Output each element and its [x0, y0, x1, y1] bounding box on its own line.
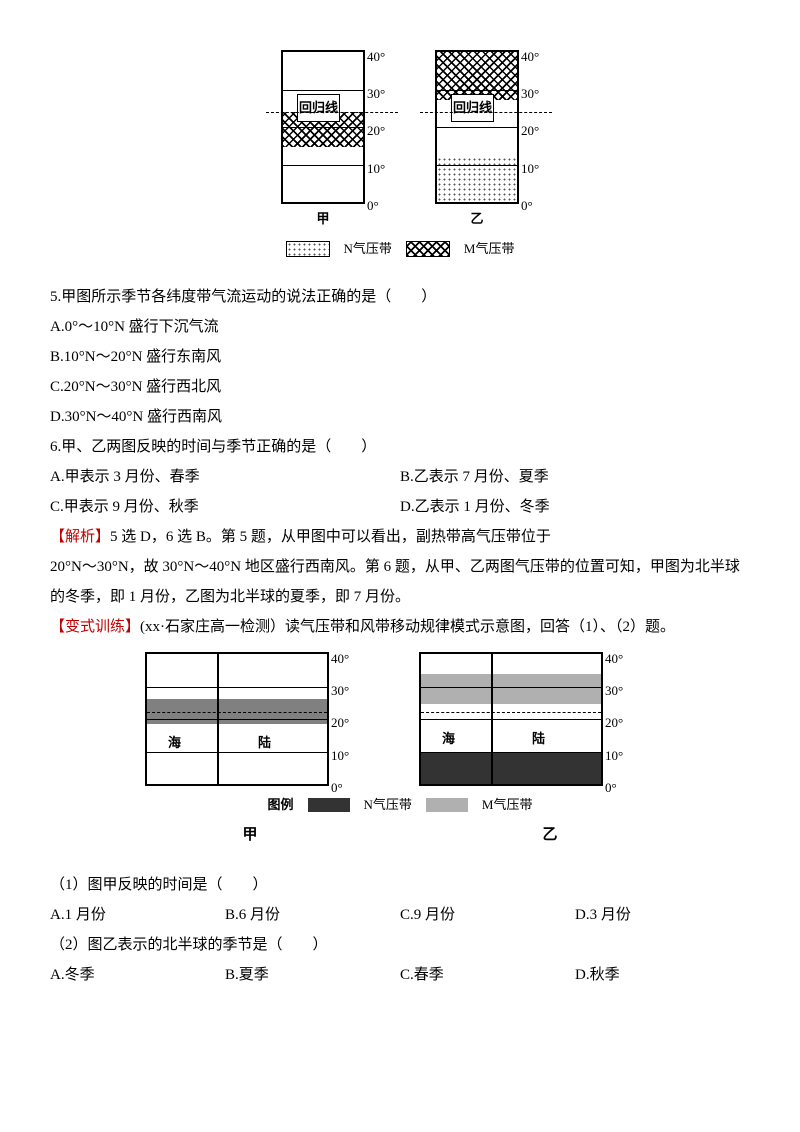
diagram2-left-box: 海 陆	[145, 652, 329, 786]
legend-swatch-n-icon	[286, 241, 330, 257]
question-6-row2: C.甲表示 9 月份、秋季 D.乙表示 1 月份、冬季	[50, 492, 750, 522]
sub-question-2-options: A.冬季 B.夏季 C.春季 D.秋季	[50, 960, 750, 990]
legend-swatch-m-icon	[406, 241, 450, 257]
diagram-pressure-belts-1: 回归线 40° 30° 20° 10° 0° 甲 回归线	[50, 50, 750, 262]
diagram1-legend: N气压带 M气压带	[281, 236, 519, 262]
question-5-option-a: A.0°～10°N 盛行下沉气流	[50, 312, 750, 342]
diagram1-right-caption: 乙	[435, 206, 519, 232]
tropic-label-left: 回归线	[297, 94, 340, 122]
question-5-option-d: D.30°N～40°N 盛行西南风	[50, 402, 750, 432]
diagram2-legend: 图例 N气压带 M气压带	[145, 792, 655, 818]
sea-label-left: 海	[167, 730, 182, 756]
subq1-option-b: B.6 月份	[225, 900, 400, 930]
question-6-text: 6.甲、乙两图反映的时间与季节正确的是（ ）	[50, 432, 750, 462]
subq2-option-d: D.秋季	[575, 960, 750, 990]
question-5-text: 5.甲图所示季节各纬度带气流运动的说法正确的是（ ）	[50, 282, 750, 312]
diagram1-right-box: 回归线	[435, 50, 519, 204]
question-5-option-b: B.10°N～20°N 盛行东南风	[50, 342, 750, 372]
subq2-option-a: A.冬季	[50, 960, 225, 990]
sea-label-right: 海	[441, 726, 456, 752]
diagram1-left-box: 回归线	[281, 50, 365, 204]
question-5-option-c: C.20°N～30°N 盛行西北风	[50, 372, 750, 402]
subq2-option-b: B.夏季	[225, 960, 400, 990]
analysis-line2: 20°N～30°N，故 30°N～40°N 地区盛行西南风。第 6 题，从甲、乙…	[50, 552, 750, 612]
legend2-swatch-m-icon	[426, 798, 468, 812]
diagram1-left-caption: 甲	[281, 206, 365, 232]
sub-question-1-text: （1）图甲反映的时间是（ ）	[50, 870, 750, 900]
variant-line: 【变式训练】(xx·石家庄高一检测）读气压带和风带移动规律模式示意图，回答（1）…	[50, 612, 750, 642]
sub-question-2-text: （2）图乙表示的北半球的季节是（ ）	[50, 930, 750, 960]
analysis-label: 【解析】	[50, 529, 110, 545]
question-6-option-b: B.乙表示 7 月份、夏季	[400, 462, 750, 492]
question-6-option-d: D.乙表示 1 月份、冬季	[400, 492, 750, 522]
diagram2-left-caption: 甲	[145, 820, 355, 850]
land-label-left: 陆	[257, 730, 272, 756]
question-6-option-c: C.甲表示 9 月份、秋季	[50, 492, 400, 522]
legend2-swatch-n-icon	[308, 798, 350, 812]
subq2-option-c: C.春季	[400, 960, 575, 990]
subq1-option-c: C.9 月份	[400, 900, 575, 930]
land-label-right: 陆	[531, 726, 546, 752]
sub-question-1-options: A.1 月份 B.6 月份 C.9 月份 D.3 月份	[50, 900, 750, 930]
diagram-pressure-belts-2: 海 陆 40° 30° 20° 10° 0° 海	[50, 652, 750, 850]
question-6-option-a: A.甲表示 3 月份、春季	[50, 462, 400, 492]
analysis-line1: 【解析】5 选 D，6 选 B。第 5 题，从甲图中可以看出，副热带高气压带位于	[50, 522, 750, 552]
subq1-option-d: D.3 月份	[575, 900, 750, 930]
tropic-label-right: 回归线	[451, 94, 494, 122]
diagram2-right-caption: 乙	[445, 820, 655, 850]
question-6-row1: A.甲表示 3 月份、春季 B.乙表示 7 月份、夏季	[50, 462, 750, 492]
subq1-option-a: A.1 月份	[50, 900, 225, 930]
variant-label: 【变式训练】	[50, 619, 140, 635]
diagram2-right-box: 海 陆	[419, 652, 603, 786]
